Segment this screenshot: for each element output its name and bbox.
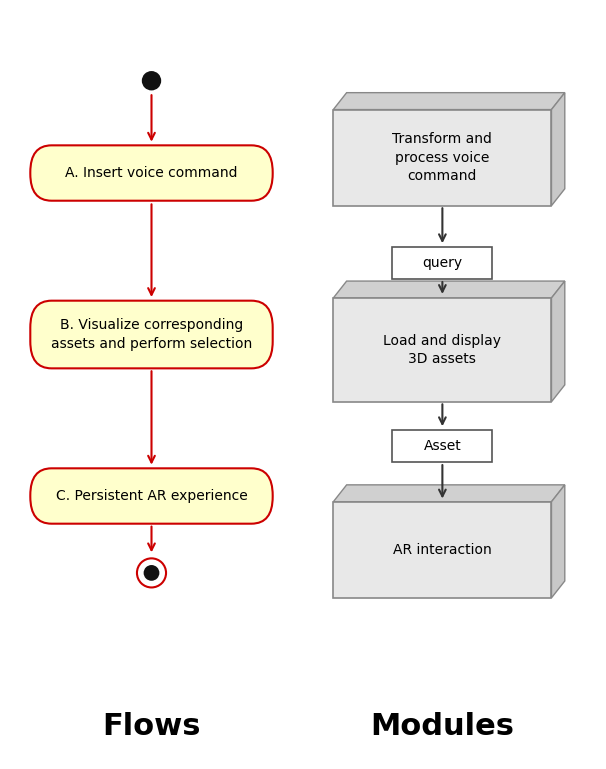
FancyBboxPatch shape <box>30 468 273 524</box>
Text: Flows: Flows <box>102 712 201 741</box>
Polygon shape <box>551 281 565 401</box>
Text: B. Visualize corresponding
assets and perform selection: B. Visualize corresponding assets and pe… <box>51 318 252 351</box>
Bar <box>333 298 551 401</box>
FancyBboxPatch shape <box>30 145 273 201</box>
Text: query: query <box>422 256 462 270</box>
Ellipse shape <box>144 565 159 581</box>
FancyBboxPatch shape <box>30 301 273 368</box>
Bar <box>333 109 551 205</box>
Text: Transform and
process voice
command: Transform and process voice command <box>393 132 492 183</box>
Text: Load and display
3D assets: Load and display 3D assets <box>384 334 501 366</box>
Bar <box>393 430 492 462</box>
Text: Modules: Modules <box>370 712 514 741</box>
Text: AR interaction: AR interaction <box>393 543 491 557</box>
Text: Asset: Asset <box>424 439 461 453</box>
Bar <box>393 247 492 279</box>
Polygon shape <box>551 92 565 205</box>
Text: A. Insert voice command: A. Insert voice command <box>65 166 238 180</box>
Polygon shape <box>551 485 565 598</box>
Text: C. Persistent AR experience: C. Persistent AR experience <box>56 489 247 503</box>
Polygon shape <box>333 485 565 502</box>
Bar <box>333 502 551 598</box>
Ellipse shape <box>142 71 161 91</box>
Polygon shape <box>333 92 565 109</box>
Polygon shape <box>333 281 565 298</box>
